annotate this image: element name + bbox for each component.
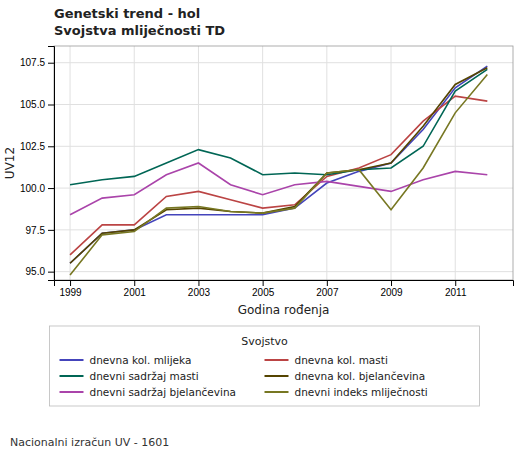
x-axis-title: Godina rođenja bbox=[238, 303, 330, 317]
x-tick-label: 2011 bbox=[445, 287, 467, 298]
y-grid-line bbox=[54, 271, 513, 272]
y-tick-mark bbox=[48, 63, 54, 64]
x-tick: 2007 bbox=[316, 280, 339, 298]
legend-item: dnevna kol. mlijeka bbox=[60, 354, 192, 366]
x-tick-label: 2005 bbox=[252, 287, 275, 298]
y-tick-mark bbox=[48, 105, 54, 106]
plot-frame bbox=[54, 46, 513, 280]
y-tick-label: 102.5 bbox=[20, 141, 45, 152]
x-axis-line bbox=[55, 281, 514, 287]
x-tick-label: 2003 bbox=[188, 287, 211, 298]
legend: Svojstvo dnevna kol. mlijeka dnevna kol. m… bbox=[50, 326, 480, 406]
y-tick-label: 100.0 bbox=[20, 183, 45, 194]
y-tick: 95.0 bbox=[26, 266, 54, 277]
y-tick-label: 97.5 bbox=[26, 225, 46, 236]
y-tick-label: 107.5 bbox=[20, 57, 45, 68]
legend-item: dnevni indeks mliječnosti bbox=[265, 386, 428, 398]
y-tick-mark bbox=[48, 188, 54, 189]
series-line bbox=[70, 74, 487, 275]
x-tick-mark bbox=[455, 280, 456, 286]
x-tick-mark bbox=[327, 280, 328, 286]
x-tick-mark bbox=[198, 280, 199, 286]
legend-item: dnevna kol. masti bbox=[265, 354, 388, 366]
legend-label: dnevna kol. bjelančevina bbox=[295, 370, 426, 382]
y-grid-line bbox=[54, 62, 513, 63]
legend-label: dnevni indeks mliječnosti bbox=[295, 386, 428, 398]
y-tick: 105.0 bbox=[20, 99, 54, 110]
grid bbox=[54, 46, 513, 280]
legend-swatch bbox=[265, 359, 289, 361]
y-axis-line bbox=[48, 47, 55, 281]
x-tick-mark bbox=[391, 280, 392, 286]
legend-title: Svojstvo bbox=[241, 335, 288, 348]
x-tick-label: 2001 bbox=[124, 287, 147, 298]
y-tick-label: 105.0 bbox=[20, 99, 45, 110]
legend-label: dnevna kol. masti bbox=[295, 354, 388, 366]
x-tick-mark bbox=[70, 280, 71, 286]
x-tick-label: 2007 bbox=[316, 287, 339, 298]
y-tick: 97.5 bbox=[26, 225, 54, 236]
x-grid-line bbox=[134, 46, 135, 280]
y-axis-title: UV12 bbox=[3, 147, 17, 179]
y-tick: 107.5 bbox=[20, 57, 54, 68]
y-tick-mark bbox=[48, 146, 54, 147]
x-tick-mark bbox=[134, 280, 135, 286]
legend-swatch bbox=[60, 359, 84, 361]
legend-item: dnevni sadržaj bjelančevina bbox=[60, 386, 237, 398]
y-tick-mark bbox=[48, 272, 54, 273]
legend-frame bbox=[50, 326, 480, 406]
subtitle: Svojstva mliječnosti TD bbox=[54, 23, 225, 38]
x-grid-line bbox=[326, 46, 327, 280]
legend-swatch bbox=[60, 391, 84, 393]
x-tick: 1999 bbox=[59, 280, 82, 298]
x-tick: 2011 bbox=[445, 280, 467, 298]
y-grid-line bbox=[54, 146, 513, 147]
y-axis: 95.0 97.5 100.0 102.5 105.0 107.5 bbox=[20, 47, 55, 281]
x-axis: 1999 2001 2003 2005 2007 2009 2011 bbox=[55, 280, 514, 298]
x-grid-line bbox=[455, 46, 456, 280]
legend-item: dnevni sadržaj masti bbox=[60, 370, 199, 382]
series-line bbox=[70, 163, 487, 215]
x-tick-mark bbox=[263, 280, 264, 286]
x-tick-label: 1999 bbox=[59, 287, 82, 298]
x-tick: 2009 bbox=[380, 280, 403, 298]
legend-swatch bbox=[265, 375, 289, 377]
series-line bbox=[70, 69, 487, 184]
series-group bbox=[70, 66, 487, 275]
title: Genetski trend - hol bbox=[54, 6, 200, 21]
chart-svg: Genetski trend - hol Svojstva mliječnosti… bbox=[0, 0, 529, 454]
y-tick-label: 95.0 bbox=[26, 266, 46, 277]
x-tick-label: 2009 bbox=[380, 287, 403, 298]
x-tick: 2001 bbox=[124, 280, 147, 298]
legend-swatch bbox=[60, 375, 84, 377]
y-grid-line bbox=[54, 229, 513, 230]
x-grid-line bbox=[262, 46, 263, 280]
legend-item: dnevna kol. bjelančevina bbox=[265, 370, 426, 382]
chart-container: Genetski trend - hol Svojstva mliječnosti… bbox=[0, 0, 529, 454]
legend-label: dnevna kol. mlijeka bbox=[90, 354, 192, 366]
x-tick: 2003 bbox=[188, 280, 211, 298]
x-tick: 2005 bbox=[252, 280, 275, 298]
legend-swatch bbox=[265, 391, 289, 393]
x-grid-line bbox=[70, 46, 71, 280]
legend-label: dnevni sadržaj masti bbox=[90, 370, 199, 382]
y-tick-mark bbox=[48, 230, 54, 231]
legend-label: dnevni sadržaj bjelančevina bbox=[90, 386, 237, 398]
y-tick: 100.0 bbox=[20, 183, 54, 194]
footnote: Nacionalni izračun UV - 1601 bbox=[10, 436, 169, 449]
y-tick: 102.5 bbox=[20, 141, 54, 152]
